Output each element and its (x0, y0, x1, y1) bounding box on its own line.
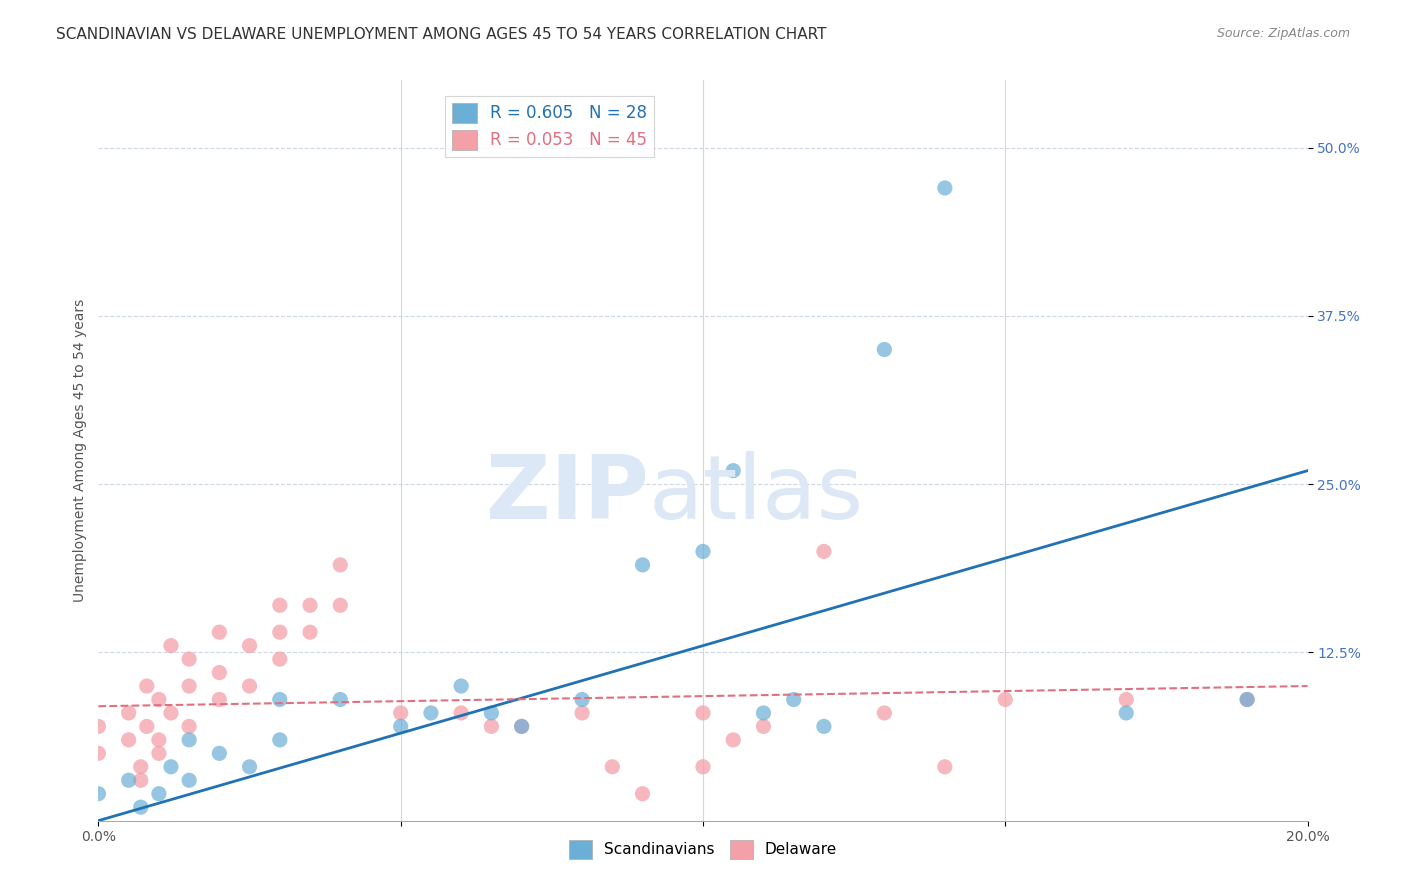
Point (87, 787, 110, 801)
Point (129, 760, 152, 774)
Text: atlas: atlas (648, 451, 863, 539)
Point (329, 692, 352, 706)
Point (208, 625, 231, 640)
Point (692, 544, 714, 558)
Y-axis label: Unemployment Among Ages 45 to 54 years: Unemployment Among Ages 45 to 54 years (73, 299, 87, 602)
Point (160, 706, 183, 720)
Point (129, 773, 152, 788)
Point (269, 652, 291, 666)
Point (148, 732, 170, 747)
Point (208, 692, 231, 706)
Point (329, 558, 352, 572)
Point (179, 679, 201, 693)
Point (118, 706, 141, 720)
Point (160, 639, 183, 653)
Point (692, 706, 714, 720)
Point (450, 706, 472, 720)
Point (239, 679, 262, 693)
Point (299, 625, 322, 640)
Point (135, 679, 157, 693)
Point (179, 732, 201, 747)
Point (239, 760, 262, 774)
Point (118, 732, 141, 747)
Point (481, 719, 503, 733)
Point (208, 747, 231, 761)
Point (87, 747, 110, 761)
Point (179, 773, 201, 788)
Point (813, 719, 835, 733)
Point (148, 692, 170, 706)
Point (510, 719, 533, 733)
Point (87, 719, 110, 733)
Point (269, 625, 291, 640)
Point (631, 787, 654, 801)
Point (239, 639, 262, 653)
Point (602, 760, 624, 774)
Point (129, 800, 152, 814)
Point (510, 719, 533, 733)
Point (873, 343, 896, 357)
Point (269, 732, 291, 747)
Point (269, 692, 291, 706)
Point (135, 719, 157, 733)
Point (160, 760, 183, 774)
Legend: Scandinavians, Delaware: Scandinavians, Delaware (562, 834, 844, 865)
Point (813, 544, 835, 558)
Point (269, 599, 291, 613)
Point (631, 558, 654, 572)
Point (783, 692, 806, 706)
Point (1236, 692, 1258, 706)
Point (752, 719, 775, 733)
Point (389, 706, 412, 720)
Point (481, 706, 503, 720)
Point (1115, 706, 1137, 720)
Point (450, 679, 472, 693)
Point (934, 760, 956, 774)
Point (179, 719, 201, 733)
Point (723, 464, 745, 478)
Point (571, 706, 593, 720)
Point (148, 787, 170, 801)
Point (420, 706, 443, 720)
Point (873, 706, 896, 720)
Text: SCANDINAVIAN VS DELAWARE UNEMPLOYMENT AMONG AGES 45 TO 54 YEARS CORRELATION CHAR: SCANDINAVIAN VS DELAWARE UNEMPLOYMENT AM… (56, 27, 827, 42)
Point (723, 732, 745, 747)
Point (692, 760, 714, 774)
Point (118, 773, 141, 788)
Point (148, 747, 170, 761)
Text: Source: ZipAtlas.com: Source: ZipAtlas.com (1216, 27, 1350, 40)
Point (1115, 692, 1137, 706)
Point (329, 599, 352, 613)
Point (389, 719, 412, 733)
Point (994, 692, 1017, 706)
Point (299, 599, 322, 613)
Point (752, 706, 775, 720)
Point (1236, 692, 1258, 706)
Point (179, 652, 201, 666)
Point (934, 181, 956, 195)
Point (571, 692, 593, 706)
Point (208, 665, 231, 680)
Text: ZIP: ZIP (486, 451, 648, 539)
